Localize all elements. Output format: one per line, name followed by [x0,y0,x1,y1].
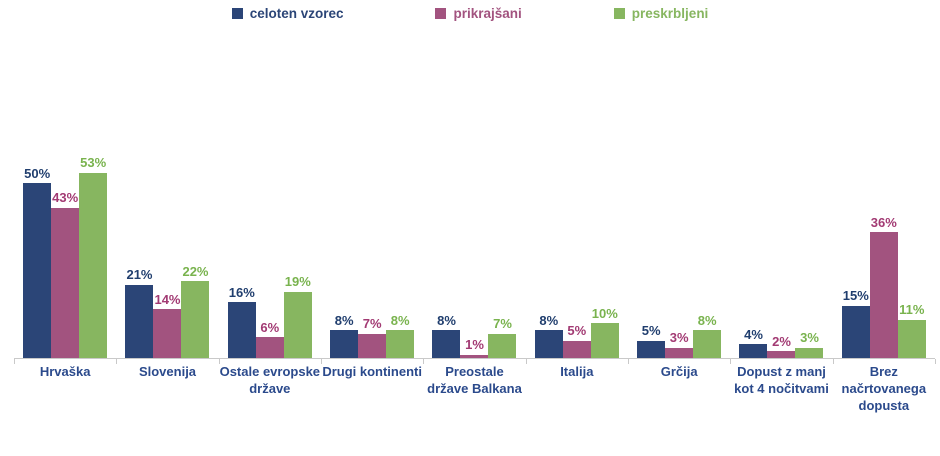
axis-tick [935,359,936,364]
bar-value-label: 7% [362,316,382,332]
bar-value-label: 14% [154,291,181,307]
bar-series-2: 43% [51,190,80,358]
legend-swatch-icon [231,8,243,19]
bar-value-label: 53% [80,155,107,171]
bar-series-1: 8% [534,313,563,358]
axis-tick [116,359,118,364]
axis-tick [320,359,322,364]
category-axis-labels: Hrvaška Slovenija Ostale evropske države Dr… [14,364,935,444]
bar-value-label: 19% [284,274,311,290]
legend-label: preskrbljeni [631,6,709,21]
bar-group: 8% 5% 10% [526,148,628,358]
axis-tick [730,359,732,364]
x-axis [14,358,936,364]
bar-series-1: 16% [227,285,256,358]
bar-series-1: 15% [841,288,870,358]
bar-value-label: 5% [567,323,587,339]
axis-tick [832,359,834,364]
legend-swatch-icon [613,8,625,19]
category-label: Italija [560,364,594,379]
axis-tick [525,359,527,364]
bar-group: 4% 2% 3% [730,148,832,358]
bar-series-3: 22% [181,264,210,358]
bar-value-label: 1% [465,337,484,353]
bar-series-2: 3% [665,330,694,358]
bar-value-label: 43% [52,190,79,206]
category-label: Brez načrtovanega dopusta [841,364,927,413]
bar-series-1: 21% [125,267,154,358]
bar-group: 5% 3% 8% [628,148,730,358]
bar-series-2: 6% [255,320,284,358]
bar-value-label: 16% [228,284,255,300]
legend-swatch-icon [435,8,447,19]
chart-legend: celoten vzorec prikrajšani preskrbljeni [0,6,940,21]
bar-value-label: 8% [390,312,410,328]
bar-value-label: 8% [437,312,456,328]
axis-tick [14,359,15,364]
plot-area: 50% 43% 53% 21% 14% 22% 16% 6% 19% 8% 7% 8% 8% 1% 7% 8%… [14,148,935,358]
bar-series-1: 8% [330,313,359,358]
bar-series-1: 4% [739,327,768,358]
legend-label: prikrajšani [453,6,522,21]
bar-series-3: 11% [897,302,926,358]
category-label: Preostale države Balkana [427,364,522,396]
legend-label: celoten vzorec [249,6,344,21]
bar-series-3: 8% [693,313,722,358]
axis-tick [423,359,425,364]
bar-group: 8% 7% 8% [321,148,423,358]
bar-series-2: 5% [562,323,591,358]
bar-series-2: 7% [358,316,387,358]
bar-value-label: 36% [870,214,897,230]
bar-series-1: 50% [23,166,52,358]
bar-value-label: 11% [899,302,925,318]
bar-series-3: 19% [283,274,312,358]
bar-value-label: 21% [126,267,153,283]
bar-series-3: 3% [795,330,824,358]
bar-value-label: 5% [641,323,661,339]
bar-group: 50% 43% 53% [14,148,116,358]
bar-value-label: 8% [539,312,559,328]
bar-series-1: 8% [432,313,461,358]
bar-group: 21% 14% 22% [116,148,218,358]
category-label: Slovenija [138,364,197,379]
bar-value-label: 3% [669,330,689,346]
bar-value-label: 10% [591,305,618,321]
bar-series-2: 14% [153,292,182,358]
bar-series-2: 2% [767,334,796,358]
bar-group: 15% 36% 11% [833,148,935,358]
bar-value-label: 22% [182,263,209,279]
legend-item-1: celoten vzorec [231,6,344,21]
bar-series-2: 1% [460,337,489,358]
bar-value-label: 6% [260,319,280,335]
category-label: Dopust z manj kot 4 nočitvami [734,364,829,396]
bar-value-label: 7% [493,316,512,332]
bar-value-label: 8% [697,312,717,328]
bar-series-3: 8% [386,313,415,358]
bar-value-label: 8% [334,312,354,328]
bar-value-label: 50% [24,165,51,181]
bar-value-label: 2% [772,333,791,349]
legend-item-2: prikrajšani [435,6,522,21]
bar-value-label: 4% [744,326,763,342]
bar-group: 16% 6% 19% [219,148,321,358]
axis-tick [218,359,220,364]
category-label: Grčija [660,364,698,379]
bar-series-2: 36% [869,215,898,358]
legend-item-3: preskrbljeni [613,6,709,21]
bar-series-3: 10% [590,306,619,358]
bar-series-3: 7% [488,316,517,358]
bar-value-label: 3% [800,330,819,346]
category-label: Hrvaška [39,364,91,379]
category-label: Drugi kontinenti [322,364,422,379]
bar-series-1: 5% [637,323,666,358]
bar-value-label: 15% [842,288,869,304]
bar-group: 8% 1% 7% [423,148,525,358]
category-label: Ostale evropske države [219,364,321,396]
axis-tick [627,359,629,364]
bar-series-3: 53% [79,155,108,358]
